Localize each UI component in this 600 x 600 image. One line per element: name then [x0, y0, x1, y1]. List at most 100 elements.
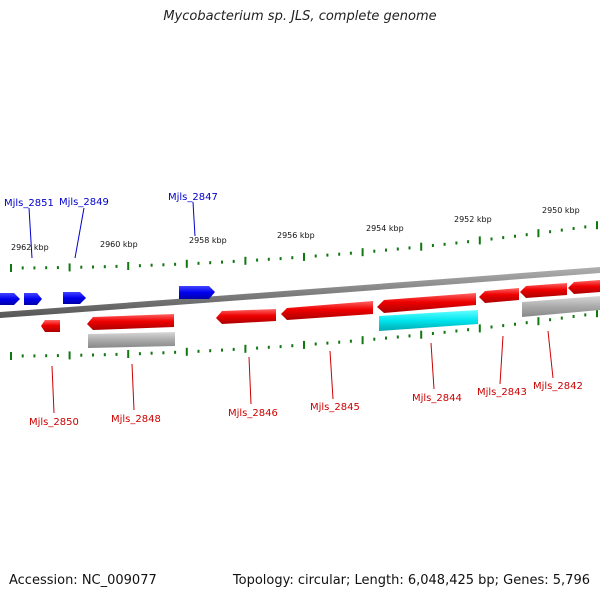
scale-tick	[115, 264, 118, 268]
scale-tick	[10, 352, 12, 360]
gene-arrow-red-2850[interactable]	[41, 320, 60, 332]
feature-gray-1[interactable]	[88, 332, 175, 348]
scale-tick	[303, 252, 305, 261]
gene-label-mjls-2850[interactable]: Mjls_2850	[29, 417, 79, 428]
scale-tick	[138, 264, 141, 268]
scale-tick	[431, 332, 434, 335]
scale-tick	[502, 324, 505, 328]
scale-tick	[244, 344, 247, 353]
scale-tick	[385, 336, 387, 340]
scale-tick	[596, 309, 598, 318]
scale-tick	[537, 229, 540, 238]
gene-arrow-red-2842[interactable]	[520, 283, 567, 298]
scale-tick	[209, 261, 212, 265]
gene-arrow-blue-4[interactable]	[179, 286, 215, 299]
scale-tick	[490, 325, 493, 329]
scale-tick	[103, 265, 106, 269]
scale-tick	[68, 263, 71, 272]
scale-tick	[478, 236, 481, 245]
scale-tick	[443, 242, 446, 246]
scale-tick	[560, 316, 563, 320]
feature-cyan-1[interactable]	[379, 310, 478, 331]
scale-tick	[467, 328, 470, 332]
gene-arrow-red-2843[interactable]	[479, 288, 519, 303]
gene-arrow-blue-2[interactable]	[24, 293, 42, 305]
scale-tick	[338, 340, 341, 344]
scale-tick	[209, 349, 212, 353]
scale-tick	[502, 236, 505, 240]
scale-tick	[420, 330, 423, 339]
scale-tick	[455, 241, 458, 245]
gene-arrow-red-2848[interactable]	[87, 314, 174, 330]
scale-tick	[408, 334, 411, 338]
scale-tick	[338, 252, 341, 256]
gene-label-mjls-2847[interactable]: Mjls_2847	[168, 192, 218, 203]
scale-tick	[174, 262, 177, 266]
scale-tick	[244, 256, 247, 265]
scale-tick	[314, 342, 317, 346]
scale-tick	[408, 246, 411, 250]
gene-arrow-red-2841[interactable]	[568, 280, 600, 294]
scale-tick	[443, 330, 446, 334]
scale-tick	[279, 257, 282, 261]
scale-tick	[127, 350, 130, 358]
gene-label-mjls-2851[interactable]: Mjls_2851	[4, 198, 54, 209]
scale-tick	[490, 237, 493, 241]
scale-tick	[560, 228, 563, 232]
scale-tick	[56, 354, 59, 358]
gene-arrow-blue-3[interactable]	[63, 292, 86, 304]
gene-label-mjls-2846[interactable]: Mjls_2846	[228, 408, 278, 419]
scale-label-2956: 2956 kbp	[277, 231, 315, 240]
gene-arrow-blue-1[interactable]	[0, 293, 20, 305]
scale-tick	[221, 348, 223, 352]
scale-ticks-top	[10, 221, 598, 272]
gene-label-mjls-2843[interactable]: Mjls_2843	[477, 387, 527, 398]
scale-tick	[197, 349, 200, 353]
scale-tick	[115, 352, 118, 356]
scale-tick	[431, 244, 434, 247]
scale-tick	[396, 335, 399, 339]
scale-tick	[256, 346, 259, 350]
genome-backbone	[0, 267, 600, 318]
feature-gray-2[interactable]	[522, 296, 600, 317]
scale-tick	[138, 352, 141, 356]
scale-tick	[478, 324, 481, 333]
scale-tick	[385, 248, 387, 252]
gene-label-mjls-2849[interactable]: Mjls_2849	[59, 197, 109, 208]
scale-tick	[197, 261, 200, 265]
scale-tick	[549, 318, 552, 322]
accession-text: Accession: NC_009077	[9, 573, 157, 588]
scale-tick	[596, 221, 598, 230]
scale-tick	[68, 351, 71, 360]
scale-tick	[514, 234, 516, 238]
gene-label-mjls-2844[interactable]: Mjls_2844	[412, 393, 462, 404]
scale-ticks-bottom	[10, 309, 598, 360]
scale-tick	[162, 351, 165, 355]
gene-label-mjls-2848[interactable]: Mjls_2848	[111, 414, 161, 425]
scale-tick	[56, 266, 59, 270]
scale-tick	[584, 313, 587, 317]
scale-tick	[361, 336, 364, 345]
scale-tick	[373, 337, 376, 341]
gene-arrow-red-2845[interactable]	[281, 301, 373, 320]
scale-tick	[420, 242, 423, 251]
scale-tick	[150, 351, 153, 355]
scale-tick	[45, 354, 48, 358]
scale-tick	[572, 315, 575, 318]
scale-tick	[396, 247, 399, 251]
scale-tick	[455, 329, 458, 333]
scale-tick	[127, 262, 130, 270]
gene-arrow-red-2846[interactable]	[216, 309, 276, 324]
scale-tick	[92, 265, 94, 269]
gene-label-mjls-2845[interactable]: Mjls_2845	[310, 402, 360, 413]
scale-tick	[162, 263, 165, 267]
gene-label-mjls-2842[interactable]: Mjls_2842	[533, 381, 583, 392]
scale-tick	[572, 227, 575, 230]
scale-tick	[185, 259, 188, 268]
gene-arrow-red-2844[interactable]	[377, 293, 476, 313]
reverse-genes	[41, 280, 600, 332]
scale-tick	[10, 264, 12, 272]
scale-tick	[303, 340, 305, 349]
scale-tick	[467, 240, 470, 244]
